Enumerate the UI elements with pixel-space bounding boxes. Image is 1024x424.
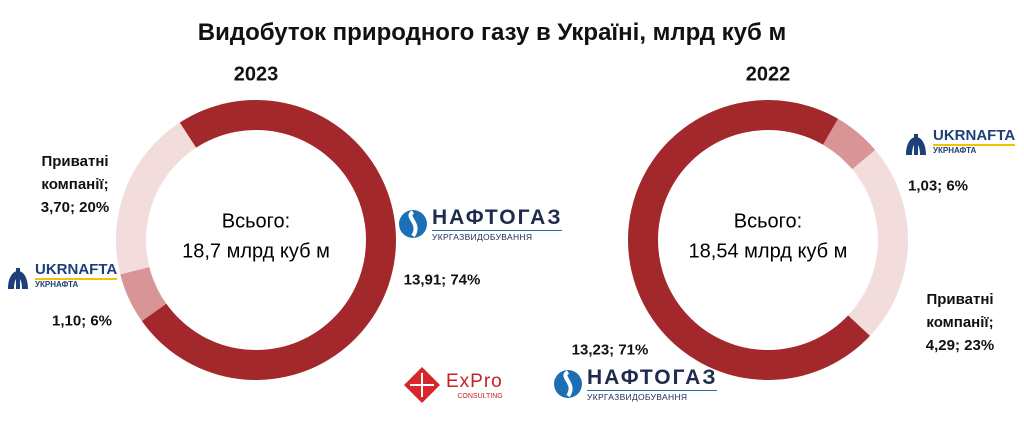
chart-title: Видобуток природного газу в Україні, млр… <box>197 19 787 46</box>
category-logo: НАФТОГАЗ УКРГАЗВИДОБУВАННЯ <box>398 206 563 242</box>
logo-text: UKRNAFTA УКРНАФТА <box>35 261 118 289</box>
value-label: 3,70; 20% <box>40 199 110 216</box>
category-label: UKRNAFTA <box>933 127 1016 144</box>
donut-segment <box>628 100 870 381</box>
category-label: НАФТОГАЗ <box>432 206 563 229</box>
naftogaz-icon <box>399 210 427 238</box>
category-subtitle: УКРГАЗВИДОБУВАННЯ <box>587 390 718 402</box>
ukrnafta-icon <box>8 268 28 289</box>
ukrnafta-icon <box>906 134 926 155</box>
expro-logo: ExPro CONSULTING <box>402 365 503 405</box>
value-label: 13,23; 71% <box>571 341 649 359</box>
value-label: 1,10; 6% <box>51 312 113 330</box>
logo-text: НАФТОГАЗ УКРГАЗВИДОБУВАННЯ <box>587 366 718 402</box>
category-label: Приватні компанії; <box>926 291 994 331</box>
category-block: Приватні компанії; 3,70; 20% <box>30 150 120 219</box>
logo-text: НАФТОГАЗ УКРГАЗВИДОБУВАННЯ <box>432 206 563 242</box>
donut-segment <box>116 122 197 275</box>
donut-segment <box>823 118 876 170</box>
category-block: Приватні компанії; 4,29; 23% <box>915 288 1005 357</box>
value-label: 1,03; 6% <box>907 177 969 195</box>
donut-segment <box>120 266 167 322</box>
donut-segment <box>848 149 909 336</box>
logo-text: UKRNAFTA УКРНАФТА <box>933 127 1016 155</box>
category-logo: UKRNAFTA УКРНАФТА <box>903 126 1016 156</box>
category-label: UKRNAFTA <box>35 261 118 278</box>
value-label: 13,91; 74% <box>403 271 481 289</box>
naftogaz-icon <box>554 370 582 398</box>
pie-title: 2022 <box>745 63 791 86</box>
category-label: Приватні компанії; <box>41 153 109 193</box>
expro-icon <box>404 367 440 403</box>
center-label: 18,54 млрд куб м <box>688 240 848 263</box>
category-subtitle: УКРГАЗВИДОБУВАННЯ <box>432 230 563 242</box>
expro-sub: CONSULTING <box>457 392 503 400</box>
center-label: Всього: <box>733 210 803 233</box>
category-logo: UKRNAFTA УКРНАФТА <box>5 260 118 290</box>
expro-text: ExPro CONSULTING <box>446 371 503 400</box>
category-logo: НАФТОГАЗ УКРГАЗВИДОБУВАННЯ <box>553 366 718 402</box>
category-subtitle: УКРНАФТА <box>35 278 118 289</box>
center-label: Всього: <box>221 210 291 233</box>
category-subtitle: УКРНАФТА <box>933 144 1016 155</box>
category-label: НАФТОГАЗ <box>587 366 718 389</box>
expro-name: ExPro <box>446 370 503 392</box>
value-label: 4,29; 23% <box>925 337 995 354</box>
center-label: 18,7 млрд куб м <box>182 240 330 263</box>
pie-title: 2023 <box>233 63 279 86</box>
